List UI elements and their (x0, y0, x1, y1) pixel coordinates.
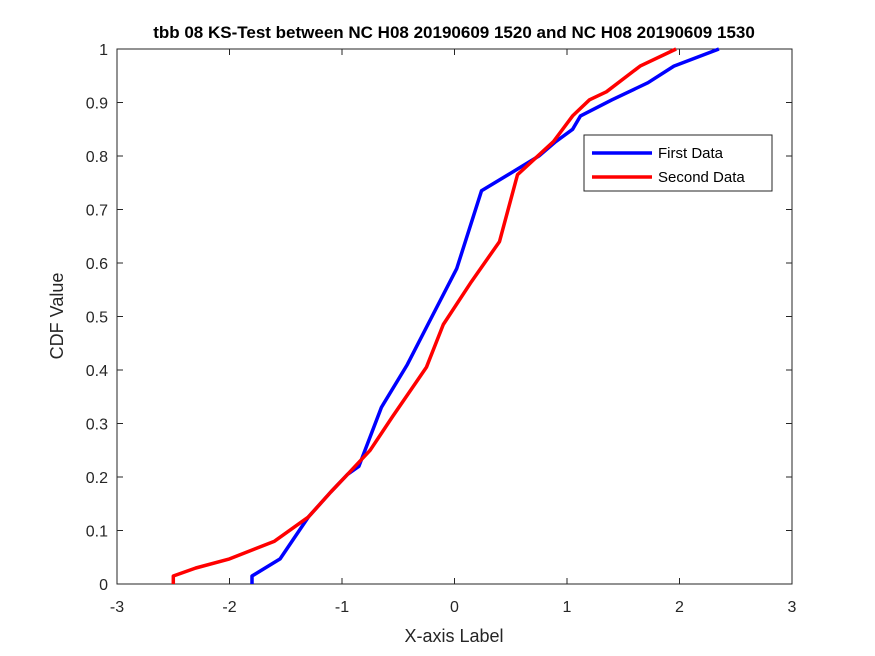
x-tick-label: 2 (675, 599, 684, 616)
y-tick-label: 0.7 (86, 203, 108, 220)
y-tick-label: 1 (99, 42, 108, 59)
plot-area (116, 48, 793, 585)
legend-box (583, 134, 773, 192)
x-tick-label: -2 (222, 599, 236, 616)
y-tick-label: 0.5 (86, 310, 108, 327)
y-tick-label: 0.9 (86, 96, 108, 113)
x-tick-label: -1 (335, 599, 349, 616)
legend: First Data Second Data (583, 134, 773, 192)
y-tick-label: 0.1 (86, 524, 108, 541)
x-tick-label: 3 (788, 599, 797, 616)
chart-title: tbb 08 KS-Test between NC H08 20190609 1… (153, 23, 755, 42)
axis-ticks: -3 -2 -1 0 1 2 3 0 0.1 0.2 0.3 0.4 0.5 0.6 0.7 0.8 0.9 1 (86, 42, 797, 616)
y-tick-label: 0.6 (86, 256, 108, 273)
x-axis-label: X-axis Label (404, 626, 503, 646)
y-tick-label: 0.4 (86, 363, 108, 380)
y-axis-label: CDF Value (47, 273, 67, 360)
series-line-second-data (171, 47, 677, 584)
x-tick-label: 0 (450, 599, 459, 616)
y-tick-label: 0 (99, 577, 108, 594)
y-tick-label: 0.8 (86, 149, 108, 166)
x-tick-label: 1 (563, 599, 572, 616)
legend-label-second-data: Second Data (658, 169, 745, 186)
y-tick-label: 0.2 (86, 470, 108, 487)
x-tick-label: -3 (110, 599, 124, 616)
y-tick-label: 0.3 (86, 417, 108, 434)
series-layer (171, 47, 720, 584)
legend-label-first-data: First Data (658, 145, 724, 162)
